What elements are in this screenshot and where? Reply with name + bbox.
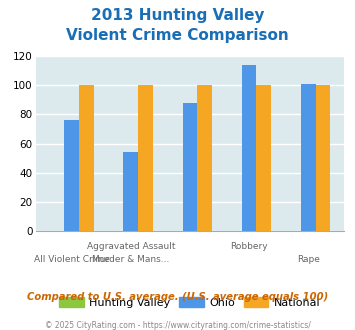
Bar — [301, 84, 316, 231]
Text: © 2025 CityRating.com - https://www.cityrating.com/crime-statistics/: © 2025 CityRating.com - https://www.city… — [45, 321, 310, 330]
Bar — [79, 85, 94, 231]
Text: Murder & Mans...: Murder & Mans... — [92, 255, 169, 264]
Text: All Violent Crime: All Violent Crime — [34, 255, 110, 264]
Text: Violent Crime Comparison: Violent Crime Comparison — [66, 28, 289, 43]
Text: Rape: Rape — [297, 255, 320, 264]
Bar — [316, 85, 330, 231]
Bar — [197, 85, 212, 231]
Bar — [256, 85, 271, 231]
Text: Robbery: Robbery — [230, 242, 268, 251]
Bar — [138, 85, 153, 231]
Bar — [124, 152, 138, 231]
Legend: Hunting Valley, Ohio, National: Hunting Valley, Ohio, National — [55, 292, 325, 312]
Bar — [242, 65, 256, 231]
Bar — [64, 120, 79, 231]
Text: Compared to U.S. average. (U.S. average equals 100): Compared to U.S. average. (U.S. average … — [27, 292, 328, 302]
Text: 2013 Hunting Valley: 2013 Hunting Valley — [91, 8, 264, 23]
Bar — [182, 103, 197, 231]
Text: Aggravated Assault: Aggravated Assault — [87, 242, 175, 251]
